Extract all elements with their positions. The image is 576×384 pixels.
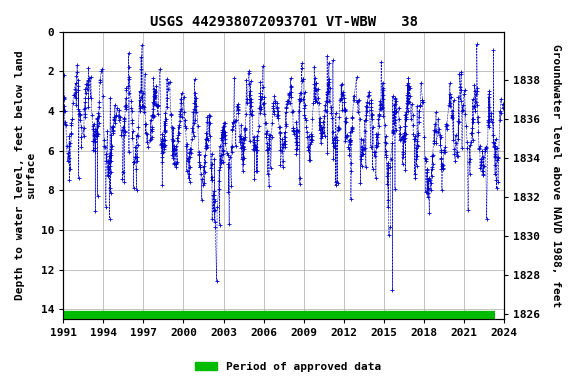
Y-axis label: Depth to water level, feet below land
surface: Depth to water level, feet below land su… xyxy=(15,51,37,300)
Y-axis label: Groundwater level above NAVD 1988, feet: Groundwater level above NAVD 1988, feet xyxy=(551,44,561,307)
Legend: Period of approved data: Period of approved data xyxy=(191,358,385,377)
Title: USGS 442938072093701 VT-WBW   38: USGS 442938072093701 VT-WBW 38 xyxy=(150,15,418,29)
